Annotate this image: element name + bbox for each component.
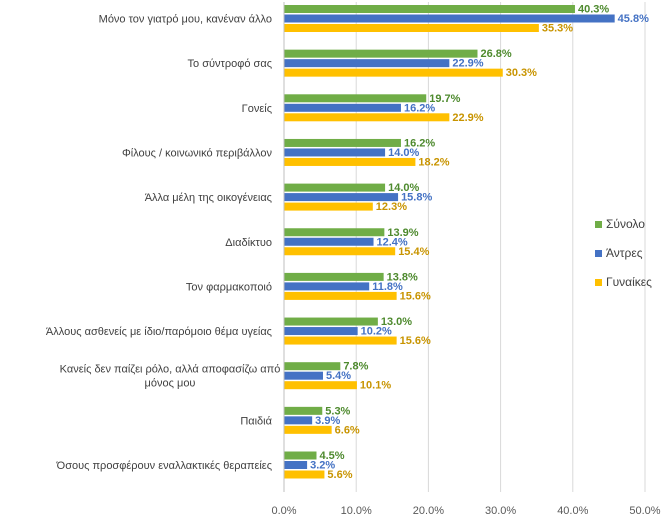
data-label: 4.5% [319,450,344,462]
legend-label: Σύνολο [606,217,645,231]
category-label: Διαδίκτυο [225,237,272,249]
category-label: Κανείς δεν παίζει ρόλο, αλλά αποφασίζω α… [60,364,281,376]
category-label: Μόνο τον γιατρό μου, κανέναν άλλο [99,14,272,26]
bar-1 [284,193,399,202]
legend-swatch [595,250,602,257]
x-tick-label: 30.0% [485,505,516,517]
data-label: 26.8% [480,48,511,60]
x-tick-label: 0.0% [271,505,296,517]
data-label: 22.9% [452,112,483,124]
data-label: 15.4% [398,246,429,258]
legend-swatch [595,221,602,228]
bar-2 [284,470,325,479]
data-label: 45.8% [618,13,649,25]
data-label: 11.8% [372,281,403,293]
x-tick-label: 20.0% [413,505,444,517]
data-label: 16.2% [404,137,435,149]
bar-1 [284,237,374,246]
data-label: 40.3% [578,4,609,16]
category-label: Τον φαρμακοποιό [186,281,272,293]
data-label: 15.8% [401,192,432,204]
data-label: 13.0% [381,316,412,328]
bar-0 [284,49,478,58]
data-label: 15.6% [400,335,431,347]
legend-label: Γυναίκες [606,275,652,289]
data-label: 18.2% [418,156,449,168]
bar-1 [284,282,370,291]
data-label: 6.6% [335,424,360,436]
data-label: 5.6% [327,469,352,481]
legend-label: Άντρες [606,246,643,260]
category-label: Το σύντροφό σας [188,58,272,70]
data-label: 10.2% [361,326,392,338]
bar-0 [284,272,384,281]
bar-2 [284,24,539,32]
bar-0 [284,5,575,13]
data-label: 12.3% [376,201,407,213]
bar-2 [284,157,416,166]
x-tick-label: 10.0% [341,505,372,517]
category-label: μόνος μου [145,378,196,390]
x-tick-label: 50.0% [629,505,660,517]
bar-2 [284,336,397,345]
data-label: 5.3% [325,405,350,417]
bar-1 [284,416,313,425]
bar-2 [284,202,373,211]
bar-1 [284,371,323,380]
bar-0 [284,183,386,192]
bar-0 [284,138,401,147]
data-label: 12.4% [377,236,408,248]
bar-0 [284,94,427,103]
bar-0 [284,317,378,326]
category-label: Γονείς [242,103,272,115]
bar-1 [284,59,450,68]
data-label: 14.0% [388,147,419,159]
bar-1 [284,14,615,23]
category-label: Άλλους ασθενείς με ίδιο/παρόμοιο θέμα υγ… [46,326,272,338]
bar-2 [284,113,450,122]
bar-0 [284,406,323,415]
bar-1 [284,461,308,469]
bar-2 [284,247,396,256]
bar-0 [284,228,385,237]
category-label: Όσους προσφέρουν εναλλακτικές θεραπείες [56,460,272,472]
data-label: 22.9% [452,58,483,70]
data-label: 15.6% [400,290,431,302]
bar-2 [284,68,503,77]
data-label: 35.3% [542,23,573,35]
data-label: 10.1% [360,380,391,392]
bar-1 [284,148,386,157]
category-label: Άλλα μέλη της οικογένειας [145,192,272,204]
legend-swatch [595,279,602,286]
bar-1 [284,327,358,336]
bar-0 [284,362,341,371]
data-label: 7.8% [343,361,368,373]
bar-2 [284,381,357,390]
data-label: 30.3% [506,67,537,79]
data-label: 13.9% [387,227,418,239]
data-label: 3.2% [310,460,335,472]
data-label: 13.8% [387,271,418,283]
bar-2 [284,291,397,300]
x-tick-label: 40.0% [557,505,588,517]
data-label: 3.9% [315,415,340,427]
category-label: Παιδιά [240,415,272,427]
data-label: 14.0% [388,182,419,194]
bar-2 [284,425,332,434]
bar-0 [284,451,317,460]
data-label: 19.7% [429,93,460,105]
data-label: 5.4% [326,370,351,382]
bar-1 [284,103,401,112]
category-label: Φίλους / κοινωνικό περιβάλλον [122,147,272,159]
data-label: 16.2% [404,102,435,114]
